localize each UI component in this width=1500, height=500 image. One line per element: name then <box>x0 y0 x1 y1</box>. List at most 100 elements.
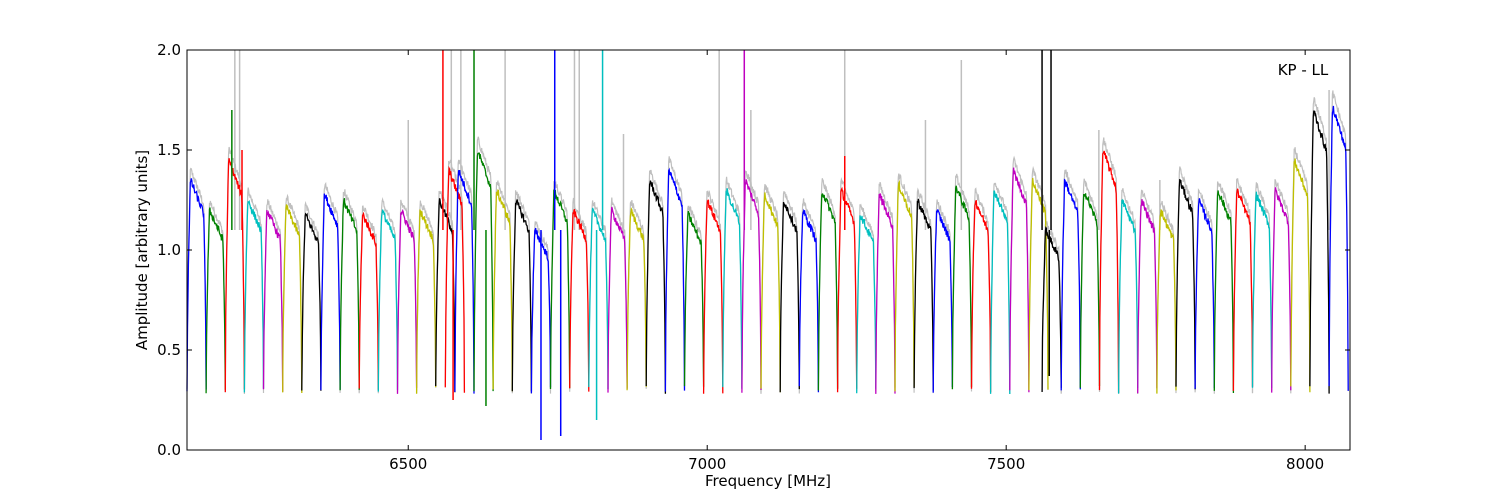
background-channel-0 <box>186 167 207 391</box>
channel-series-9 <box>358 211 379 390</box>
channel-series-29 <box>722 188 743 389</box>
channel-series-14 <box>444 165 466 393</box>
channel-series-61 <box>1328 105 1349 391</box>
background-channel-25 <box>645 169 666 388</box>
channel-series-10 <box>377 209 399 392</box>
x-tick-label-1: 7000 <box>688 455 726 473</box>
background-channel-61 <box>1328 90 1349 392</box>
background-channel-34 <box>817 178 839 391</box>
background-channel-9 <box>358 205 379 394</box>
channel-series-0 <box>186 178 207 392</box>
channel-series-53 <box>1175 179 1196 390</box>
background-channel-50 <box>1118 188 1139 395</box>
y-tick-label-4: 2.0 <box>157 41 181 59</box>
channel-series-60 <box>1309 110 1330 394</box>
channel-series-35 <box>836 186 858 393</box>
channel-series-28 <box>702 199 724 394</box>
channel-series-50 <box>1117 198 1139 394</box>
background-channel-17 <box>492 180 513 390</box>
channel-series-26 <box>664 167 686 392</box>
channel-series-23 <box>607 206 628 393</box>
channel-series-54 <box>1194 198 1215 389</box>
channel-series-2 <box>224 158 246 393</box>
y-tick-label-1: 0.5 <box>157 341 181 359</box>
background-channel-59 <box>1290 147 1311 391</box>
background-channel-37 <box>875 181 896 389</box>
y-tick-label-2: 1.0 <box>157 241 181 259</box>
channel-series-1 <box>205 207 226 394</box>
x-axis-label: Frequency [MHz] <box>705 472 831 490</box>
channel-series-56 <box>1232 188 1254 391</box>
background-channel-33 <box>798 198 819 394</box>
background-channel-39 <box>913 187 934 394</box>
channel-series-33 <box>798 208 820 393</box>
background-channel-49 <box>1098 137 1120 394</box>
background-channel-24 <box>626 200 647 389</box>
background-channel-4 <box>262 199 284 390</box>
channel-series-3 <box>243 199 265 393</box>
channel-series-15 <box>454 169 475 394</box>
y-tick-label-3: 1.5 <box>157 141 181 159</box>
channel-series-24 <box>626 207 647 391</box>
channel-series-40 <box>932 209 954 393</box>
channel-series-7 <box>320 193 341 391</box>
channel-series-37 <box>875 193 896 394</box>
channel-series-17 <box>492 189 513 392</box>
channel-series-45 <box>1028 177 1049 391</box>
channel-series-25 <box>645 180 667 394</box>
channel-series-44 <box>1009 167 1030 393</box>
channel-series-18 <box>511 198 533 392</box>
x-tick-label-3: 8000 <box>1286 455 1324 473</box>
channel-series-51 <box>1137 199 1158 394</box>
channel-series-57 <box>1251 191 1273 388</box>
channel-series-58 <box>1271 187 1292 393</box>
background-channel-20 <box>549 180 571 389</box>
channel-series-42 <box>970 199 992 393</box>
channel-series-49 <box>1098 150 1120 393</box>
background-channel-6 <box>301 200 322 393</box>
channel-series-16 <box>473 152 494 392</box>
background-channel-56 <box>1232 178 1254 394</box>
channel-series-55 <box>1213 190 1235 394</box>
background-channel-54 <box>1194 188 1215 393</box>
channel-series-41 <box>951 185 973 390</box>
channel-series-59 <box>1290 158 1311 393</box>
x-tick-label-2: 7500 <box>987 455 1025 473</box>
channel-series-21 <box>569 208 590 392</box>
background-channel-38 <box>894 173 915 393</box>
background-channel-11 <box>396 199 418 394</box>
channel-series-22 <box>588 207 609 390</box>
channel-series-12 <box>415 209 437 394</box>
channel-series-30 <box>741 179 762 393</box>
tick-layer: 6500 7000 7500 8000 0.0 0.5 1.0 1.5 2.0 <box>157 41 1350 473</box>
background-channel-8 <box>339 189 360 394</box>
channel-series-48 <box>1079 193 1101 388</box>
channel-series-4 <box>262 210 284 392</box>
y-axis-label: Amplitude [arbitrary units] <box>133 150 151 350</box>
channel-series-27 <box>683 210 705 387</box>
channel-series-13 <box>435 198 456 393</box>
background-channel-15 <box>454 159 475 391</box>
series-layer <box>186 105 1349 395</box>
background-channel-51 <box>1137 189 1158 391</box>
channel-series-32 <box>779 201 800 393</box>
annotation-label: KP - LL <box>1278 61 1329 79</box>
background-channel-3 <box>243 187 265 395</box>
channel-series-47 <box>1060 178 1081 391</box>
channel-series-39 <box>913 198 934 391</box>
background-channel-40 <box>932 199 953 389</box>
channel-series-46 <box>1041 226 1062 393</box>
channel-series-11 <box>396 209 418 394</box>
channel-series-6 <box>301 212 322 391</box>
background-channel-48 <box>1079 178 1101 393</box>
background-channel-10 <box>377 197 399 393</box>
background-channel-36 <box>856 203 877 392</box>
background-channel-35 <box>837 177 858 389</box>
background-channel-32 <box>779 191 800 389</box>
background-channel-43 <box>990 182 1011 389</box>
background-channel-16 <box>473 136 494 389</box>
spike-layer <box>231 50 1052 440</box>
channel-series-31 <box>760 192 781 393</box>
background-channel-26 <box>664 156 686 389</box>
